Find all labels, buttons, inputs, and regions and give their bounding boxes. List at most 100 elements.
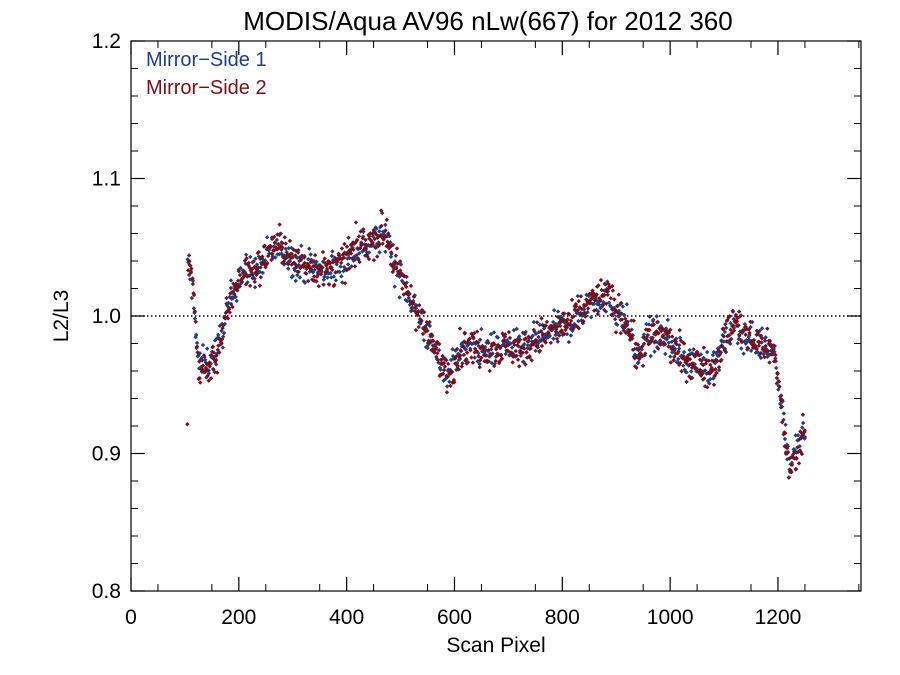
data-point xyxy=(713,366,718,372)
data-point xyxy=(345,262,351,267)
data-point xyxy=(441,367,447,373)
data-point xyxy=(383,234,388,239)
data-point xyxy=(763,335,768,340)
data-point xyxy=(793,433,798,438)
data-point xyxy=(282,235,287,240)
data-point xyxy=(717,351,723,357)
data-point xyxy=(687,362,693,367)
data-point xyxy=(724,339,729,344)
data-point xyxy=(192,316,198,321)
data-point xyxy=(434,354,439,360)
data-point xyxy=(415,310,420,315)
data-point xyxy=(576,326,582,331)
data-point xyxy=(623,316,628,321)
data-point xyxy=(491,330,497,335)
data-point xyxy=(225,316,231,321)
data-point xyxy=(270,251,275,257)
data-point xyxy=(625,319,630,324)
data-point xyxy=(431,338,436,344)
data-point xyxy=(383,228,388,233)
data-point xyxy=(702,384,708,389)
data-point xyxy=(377,250,382,255)
data-point xyxy=(224,295,229,301)
data-point xyxy=(619,317,625,322)
data-point xyxy=(799,451,805,457)
data-point xyxy=(648,353,653,359)
data-point xyxy=(217,350,222,355)
data-point xyxy=(538,338,543,344)
data-point xyxy=(441,360,447,366)
data-point xyxy=(555,324,560,329)
data-point xyxy=(352,264,358,269)
data-point xyxy=(583,297,589,302)
data-point xyxy=(697,367,703,373)
data-point xyxy=(621,326,627,331)
data-point xyxy=(672,346,678,352)
data-point xyxy=(230,304,235,310)
data-point xyxy=(662,336,668,341)
data-point xyxy=(497,359,502,364)
data-point xyxy=(581,319,586,324)
data-point xyxy=(256,249,262,255)
data-point xyxy=(265,261,270,266)
data-point xyxy=(694,366,699,371)
data-point xyxy=(481,347,486,353)
data-point xyxy=(252,279,257,285)
data-point xyxy=(619,300,624,306)
data-point xyxy=(271,248,277,253)
data-point xyxy=(379,223,384,229)
data-point xyxy=(314,259,319,264)
data-point xyxy=(587,301,593,306)
data-point xyxy=(746,327,752,332)
data-point xyxy=(356,234,362,239)
data-point xyxy=(272,234,277,239)
data-point xyxy=(591,308,597,313)
data-point xyxy=(408,283,414,289)
data-point xyxy=(610,283,615,289)
data-point xyxy=(265,253,271,259)
data-point xyxy=(542,338,547,344)
data-point xyxy=(742,322,748,327)
data-point xyxy=(357,251,362,256)
data-point xyxy=(190,281,196,287)
data-point xyxy=(687,357,693,362)
data-point xyxy=(506,342,511,348)
data-point xyxy=(543,323,549,328)
data-point xyxy=(455,363,460,368)
data-point xyxy=(292,261,297,266)
data-point xyxy=(708,369,714,375)
data-point xyxy=(701,362,706,368)
data-point xyxy=(245,273,250,279)
data-point xyxy=(658,342,663,347)
data-point xyxy=(302,280,308,285)
data-point xyxy=(596,283,601,288)
data-point xyxy=(639,352,644,358)
data-point xyxy=(283,246,289,251)
data-point xyxy=(681,341,687,346)
data-point xyxy=(615,303,620,309)
data-point xyxy=(527,353,532,359)
data-point xyxy=(197,375,202,381)
data-point xyxy=(404,274,409,280)
data-point xyxy=(678,360,683,366)
data-point xyxy=(639,347,645,352)
data-point xyxy=(277,232,282,237)
data-point xyxy=(613,308,619,314)
data-point xyxy=(709,365,715,371)
data-point xyxy=(442,364,448,369)
data-point xyxy=(606,281,611,287)
data-point xyxy=(696,370,702,375)
data-point xyxy=(366,256,372,262)
data-point xyxy=(752,345,757,350)
data-point xyxy=(571,314,576,319)
data-point xyxy=(454,354,459,359)
data-point xyxy=(674,342,679,347)
data-point xyxy=(743,332,748,337)
data-point xyxy=(523,336,528,341)
data-point xyxy=(754,328,760,333)
data-point xyxy=(539,316,544,321)
data-point xyxy=(472,355,477,360)
data-point xyxy=(575,293,580,299)
data-point xyxy=(460,361,465,366)
data-point xyxy=(636,347,641,353)
